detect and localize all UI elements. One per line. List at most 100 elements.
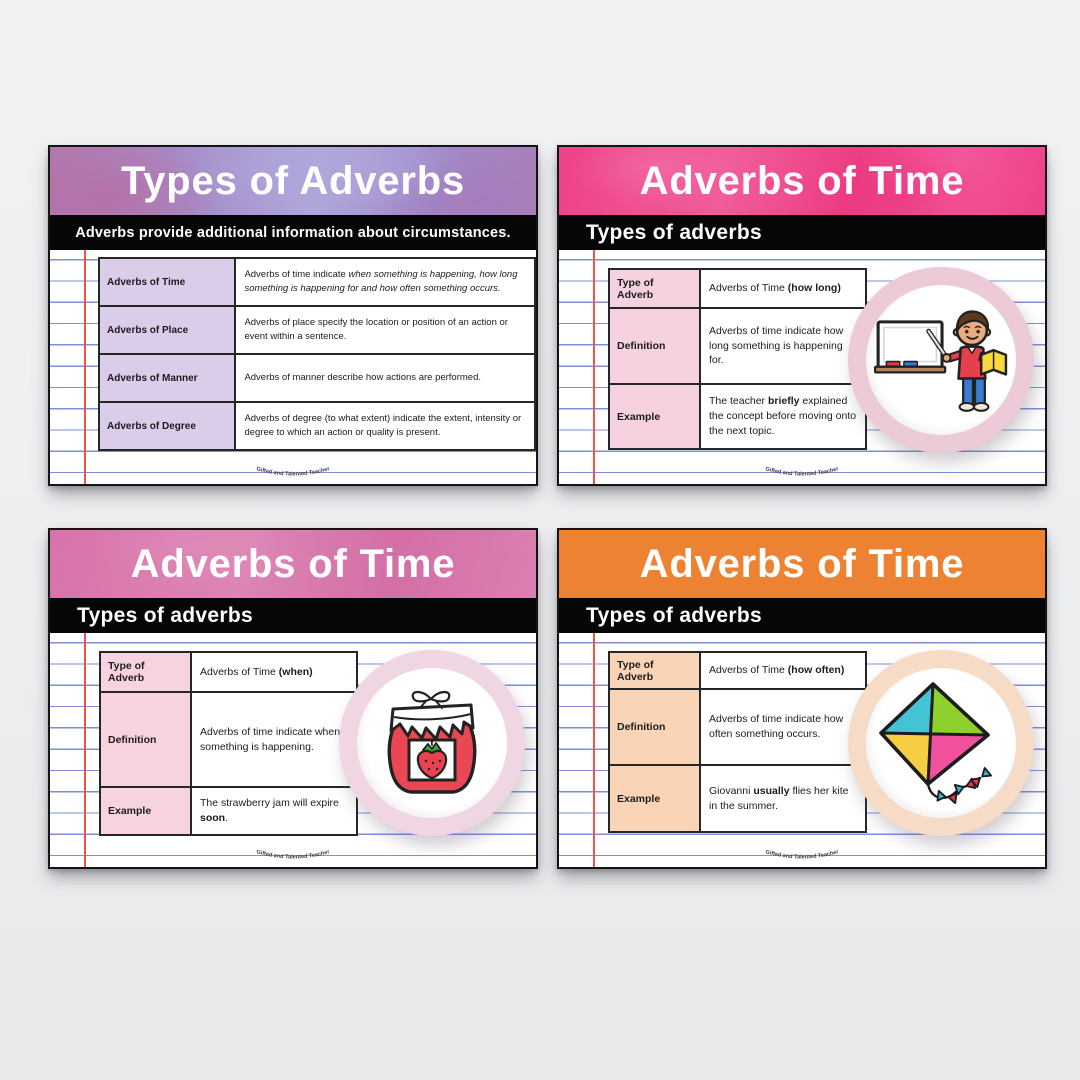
- illustration-disc: [866, 285, 1016, 435]
- illustration-circle: [339, 650, 525, 836]
- row-header-definition: Definition: [608, 307, 701, 385]
- table-row: Type of Adverb Adverbs of Time (when): [99, 651, 358, 693]
- row-header-type: Type of Adverb: [99, 651, 192, 693]
- row-text-regular: Adverbs of place specify the location or…: [244, 317, 508, 342]
- watermark: Gifted and Talented Teacher: [765, 466, 840, 478]
- margin-line: [593, 633, 595, 867]
- table-row: Type of Adverb Adverbs of Time (how long…: [608, 268, 867, 309]
- subtitle-bar: Types of adverbs: [559, 215, 1045, 250]
- teacher-whiteboard-illustration: [874, 310, 1008, 412]
- adverb-types-table: Adverbs of Time Adverbs of time indicate…: [97, 257, 536, 451]
- margin-line: [84, 250, 86, 484]
- row-header-type: Type of Adverb: [608, 651, 701, 690]
- subtitle-text: Types of adverbs: [586, 603, 762, 627]
- type-value: Adverbs of Time (how long): [699, 268, 867, 309]
- row-text-regular: Adverbs of degree (to what extent) indic…: [244, 413, 522, 438]
- slide-adverbs-of-time-how-long: Adverbs of Time Types of adverbs Type of…: [557, 145, 1047, 486]
- table-row: Definition Adverbs of time indicate how …: [608, 688, 867, 766]
- example-text: explained the concept before moving onto…: [709, 395, 857, 437]
- type-text: Adverbs of Time: [709, 282, 788, 295]
- definition-value: Adverbs of time indicate how long someth…: [699, 307, 867, 385]
- table-row: Definition Adverbs of time indicate how …: [608, 307, 867, 385]
- row-header-example: Example: [608, 383, 701, 450]
- slide-adverbs-of-time-how-often: Adverbs of Time Types of adverbs Type of…: [557, 528, 1047, 869]
- example-text: flies her kite in the summer.: [709, 784, 849, 812]
- table-row: Type of Adverb Adverbs of Time (how ofte…: [608, 651, 867, 690]
- adverb-info-table: Type of Adverb Adverbs of Time (how long…: [608, 268, 867, 450]
- type-value: Adverbs of Time (how often): [699, 651, 867, 690]
- slide-title: Adverbs of Time: [639, 158, 965, 203]
- table-row: Example The strawberry jam will expire s…: [99, 786, 358, 836]
- type-text: Adverbs of Time: [200, 665, 279, 678]
- row-text: Adverbs of place specify the location or…: [234, 305, 536, 355]
- watermark: Gifted and Talented Teacher: [256, 849, 331, 861]
- example-text: The strawberry jam will expire: [200, 797, 339, 810]
- subtitle-bar: Types of adverbs: [559, 598, 1045, 633]
- example-text-bold: soon: [200, 812, 226, 824]
- row-header-example: Example: [608, 764, 701, 833]
- slide-title: Adverbs of Time: [130, 541, 456, 586]
- svg-text:Gifted and Talented Teacher: Gifted and Talented Teacher: [256, 466, 331, 478]
- illustration-circle: [848, 267, 1034, 453]
- table-row: Adverbs of Degree Adverbs of degree (to …: [97, 401, 536, 451]
- row-text-regular: Adverbs of time indicate: [244, 269, 349, 281]
- subtitle-text: Adverbs provide additional information a…: [75, 224, 511, 241]
- type-text: Adverbs of Time: [709, 664, 788, 677]
- slide-adverbs-of-time-when: Adverbs of Time Types of adverbs Type of…: [48, 528, 538, 869]
- table-row: Example The teacher briefly explained th…: [608, 383, 867, 450]
- illustration-disc: [357, 668, 507, 818]
- type-value: Adverbs of Time (when): [190, 651, 358, 693]
- example-text: The teacher: [709, 395, 768, 408]
- type-text-bold: (how long): [787, 282, 841, 295]
- illustration-disc: [866, 668, 1016, 818]
- svg-text:Gifted and Talented Teacher: Gifted and Talented Teacher: [765, 849, 840, 861]
- adverb-info-table: Type of Adverb Adverbs of Time (when) De…: [99, 651, 358, 836]
- table-row: Adverbs of Manner Adverbs of manner desc…: [97, 353, 536, 403]
- subtitle-text: Types of adverbs: [77, 603, 253, 627]
- row-label: Adverbs of Place: [97, 305, 237, 355]
- row-label: Adverbs of Degree: [97, 401, 237, 451]
- slide-types-of-adverbs: Types of Adverbs Adverbs provide additio…: [48, 145, 538, 486]
- subtitle-bar: Adverbs provide additional information a…: [50, 215, 536, 250]
- slide-header: Adverbs of Time: [559, 147, 1045, 215]
- margin-line: [84, 633, 86, 867]
- watermark: Gifted and Talented Teacher: [256, 466, 331, 478]
- slide-header: Adverbs of Time: [559, 530, 1045, 598]
- table-row: Adverbs of Time Adverbs of time indicate…: [97, 257, 536, 307]
- type-text-bold: (when): [278, 665, 313, 678]
- example-value: Giovanni usually flies her kite in the s…: [699, 764, 867, 833]
- row-text-regular: Adverbs of manner describe how actions a…: [244, 372, 482, 384]
- row-text: Adverbs of time indicate when something …: [234, 257, 536, 307]
- row-text-italic: when something is happening, how long so…: [244, 269, 518, 294]
- table-row: Definition Adverbs of time indicate when…: [99, 691, 358, 788]
- margin-line: [593, 250, 595, 484]
- row-header-example: Example: [99, 786, 192, 836]
- row-label: Adverbs of Manner: [97, 353, 237, 403]
- notebook-paper: Adverbs of Time Adverbs of time indicate…: [50, 250, 536, 484]
- definition-value: Adverbs of time indicate when something …: [190, 691, 358, 788]
- watermark: Gifted and Talented Teacher: [765, 849, 840, 861]
- strawberry-jam-illustration: [387, 690, 477, 794]
- row-text: Adverbs of manner describe how actions a…: [234, 353, 536, 403]
- example-value: The strawberry jam will expire soon.: [190, 786, 358, 836]
- notebook-paper: Type of Adverb Adverbs of Time (how ofte…: [559, 633, 1045, 867]
- svg-text:Gifted and Talented Teacher: Gifted and Talented Teacher: [256, 849, 331, 861]
- example-text: Giovanni: [709, 784, 754, 797]
- row-text: Adverbs of degree (to what extent) indic…: [234, 401, 536, 451]
- table-row: Adverbs of Place Adverbs of place specif…: [97, 305, 536, 355]
- slide-title: Adverbs of Time: [639, 541, 965, 586]
- subtitle-bar: Types of adverbs: [50, 598, 536, 633]
- adverb-info-table: Type of Adverb Adverbs of Time (how ofte…: [608, 651, 867, 833]
- svg-text:Gifted and Talented Teacher: Gifted and Talented Teacher: [765, 466, 840, 478]
- example-text-bold: usually: [753, 784, 790, 797]
- notebook-paper: Type of Adverb Adverbs of Time (when) De…: [50, 633, 536, 867]
- slide-header: Types of Adverbs: [50, 147, 536, 215]
- definition-value: Adverbs of time indicate how often somet…: [699, 688, 867, 766]
- example-value: The teacher briefly explained the concep…: [699, 383, 867, 450]
- example-text-bold: briefly: [767, 395, 800, 408]
- row-header-type: Type of Adverb: [608, 268, 701, 309]
- type-text-bold: (how often): [787, 664, 845, 677]
- subtitle-text: Types of adverbs: [586, 220, 762, 244]
- row-header-definition: Definition: [99, 691, 192, 788]
